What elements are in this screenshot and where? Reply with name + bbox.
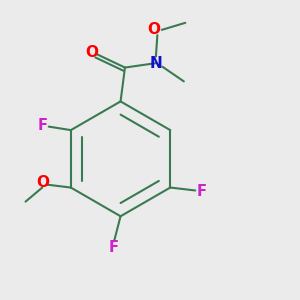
Text: O: O [37, 175, 50, 190]
Text: O: O [85, 45, 98, 60]
Text: F: F [196, 184, 206, 199]
Text: F: F [109, 240, 119, 255]
Text: O: O [147, 22, 160, 37]
Text: F: F [37, 118, 47, 133]
Text: N: N [149, 56, 162, 70]
